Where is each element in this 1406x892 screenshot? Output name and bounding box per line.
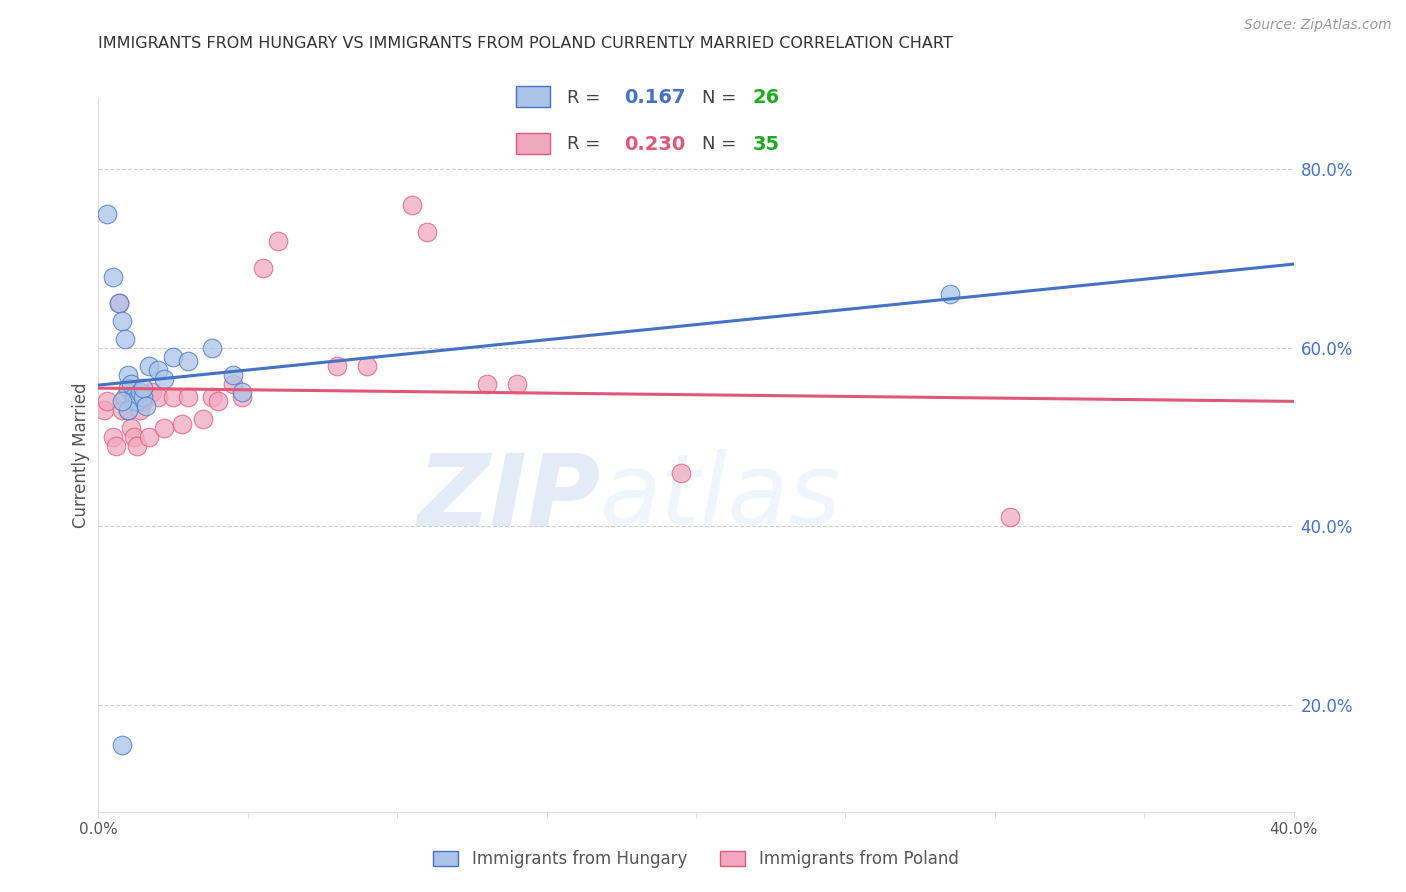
Text: 35: 35: [752, 135, 779, 154]
Point: [129, 385, 152, 400]
Point: [252, 260, 274, 275]
Point: [127, 439, 149, 453]
Point: [132, 390, 155, 404]
Point: [127, 394, 149, 409]
Point: [939, 287, 962, 301]
Point: [222, 368, 245, 382]
Point: [111, 394, 134, 409]
Point: [124, 394, 146, 409]
Text: 0.167: 0.167: [624, 88, 686, 107]
Point: [356, 359, 378, 373]
Text: R =: R =: [567, 136, 606, 153]
Point: [103, 269, 125, 284]
Point: [162, 390, 184, 404]
Point: [96, 207, 118, 221]
Point: [108, 296, 131, 310]
Point: [191, 412, 214, 426]
Point: [201, 390, 224, 404]
Point: [124, 430, 146, 444]
Point: [506, 376, 529, 391]
Point: [132, 381, 155, 395]
Point: [401, 198, 423, 212]
Point: [111, 314, 134, 328]
Point: [132, 394, 155, 409]
Legend: Immigrants from Hungary, Immigrants from Poland: Immigrants from Hungary, Immigrants from…: [426, 844, 966, 875]
Text: 26: 26: [752, 88, 780, 107]
Point: [129, 403, 152, 417]
Point: [138, 430, 160, 444]
Point: [475, 376, 498, 391]
Point: [148, 363, 170, 377]
Point: [117, 368, 139, 382]
Point: [153, 372, 176, 386]
Text: atlas: atlas: [600, 450, 842, 546]
Point: [114, 332, 136, 346]
Text: 0.230: 0.230: [624, 135, 686, 154]
Text: IMMIGRANTS FROM HUNGARY VS IMMIGRANTS FROM POLAND CURRENTLY MARRIED CORRELATION : IMMIGRANTS FROM HUNGARY VS IMMIGRANTS FR…: [98, 36, 953, 51]
Point: [267, 234, 290, 248]
Point: [108, 296, 131, 310]
Point: [120, 421, 142, 435]
Point: [177, 354, 200, 368]
Point: [141, 385, 163, 400]
Point: [416, 225, 439, 239]
Point: [207, 394, 229, 409]
Point: [231, 385, 253, 400]
Point: [124, 390, 146, 404]
Y-axis label: Currently Married: Currently Married: [72, 382, 90, 528]
Point: [105, 439, 128, 453]
Point: [326, 359, 349, 373]
Point: [96, 394, 118, 409]
Point: [177, 390, 200, 404]
Point: [998, 510, 1021, 524]
Text: N =: N =: [702, 88, 742, 106]
Text: N =: N =: [702, 136, 742, 153]
Point: [231, 390, 253, 404]
Text: Source: ZipAtlas.com: Source: ZipAtlas.com: [1244, 18, 1392, 32]
Point: [138, 359, 160, 373]
Text: R =: R =: [567, 88, 606, 106]
FancyBboxPatch shape: [516, 133, 550, 153]
Point: [162, 350, 184, 364]
Point: [117, 403, 139, 417]
Point: [114, 390, 136, 404]
FancyBboxPatch shape: [516, 87, 550, 107]
Point: [93, 403, 115, 417]
Point: [111, 738, 134, 752]
Point: [172, 417, 194, 431]
Point: [117, 403, 139, 417]
Point: [111, 403, 134, 417]
Point: [669, 466, 692, 480]
Point: [222, 376, 245, 391]
Point: [153, 421, 176, 435]
Point: [201, 341, 224, 355]
Point: [148, 390, 170, 404]
Point: [135, 399, 157, 413]
Point: [120, 376, 142, 391]
Point: [117, 381, 139, 395]
Text: ZIP: ZIP: [418, 450, 600, 546]
Point: [103, 430, 125, 444]
